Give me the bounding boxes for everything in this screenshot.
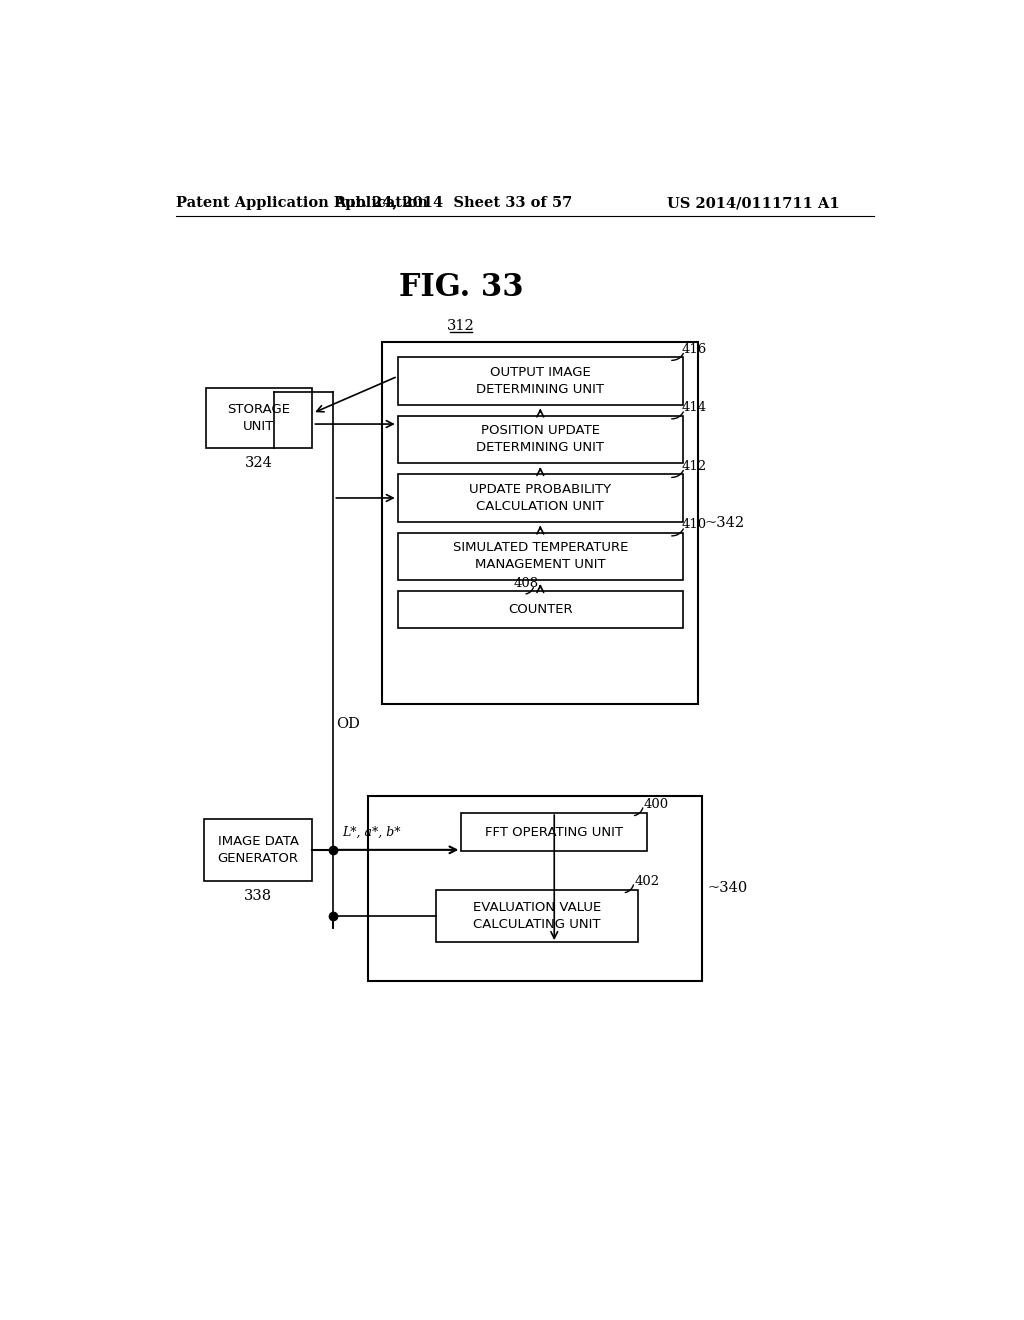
Text: Patent Application Publication: Patent Application Publication (176, 197, 428, 210)
Text: 410: 410 (681, 517, 707, 531)
Text: 400: 400 (643, 799, 669, 812)
Bar (397, 474, 683, 521)
Text: OUTPUT IMAGE
DETERMINING UNIT: OUTPUT IMAGE DETERMINING UNIT (476, 366, 604, 396)
Bar (382, 342, 698, 704)
Text: L*, a*, b*: L*, a*, b* (343, 825, 401, 838)
Bar (397, 416, 683, 463)
Text: 408: 408 (513, 577, 539, 590)
Text: 312: 312 (447, 319, 475, 333)
Text: Apr. 24, 2014  Sheet 33 of 57: Apr. 24, 2014 Sheet 33 of 57 (335, 197, 572, 210)
Text: STORAGE
UNIT: STORAGE UNIT (227, 403, 291, 433)
Bar (397, 533, 683, 581)
Text: US 2014/0111711 A1: US 2014/0111711 A1 (667, 197, 840, 210)
Text: 338: 338 (244, 890, 272, 903)
Text: IMAGE DATA
GENERATOR: IMAGE DATA GENERATOR (218, 834, 299, 865)
Text: 324: 324 (245, 457, 273, 470)
Bar (461, 813, 647, 851)
Text: 414: 414 (681, 401, 707, 414)
Text: ~340: ~340 (708, 882, 748, 895)
Bar (397, 591, 683, 628)
Text: ~342: ~342 (705, 516, 744, 529)
Text: UPDATE PROBABILITY
CALCULATION UNIT: UPDATE PROBABILITY CALCULATION UNIT (469, 483, 611, 513)
Text: 402: 402 (634, 875, 659, 888)
Bar (204, 818, 312, 880)
Text: POSITION UPDATE
DETERMINING UNIT: POSITION UPDATE DETERMINING UNIT (476, 425, 604, 454)
Text: FFT OPERATING UNIT: FFT OPERATING UNIT (485, 825, 624, 838)
Bar (206, 388, 312, 447)
Bar (436, 890, 638, 942)
Text: EVALUATION VALUE
CALCULATING UNIT: EVALUATION VALUE CALCULATING UNIT (473, 902, 601, 931)
Text: OD: OD (337, 717, 360, 731)
Text: COUNTER: COUNTER (508, 603, 572, 616)
Text: FIG. 33: FIG. 33 (399, 272, 523, 304)
Text: 412: 412 (681, 459, 707, 473)
Text: SIMULATED TEMPERATURE
MANAGEMENT UNIT: SIMULATED TEMPERATURE MANAGEMENT UNIT (453, 541, 628, 572)
Text: 416: 416 (681, 342, 707, 355)
Bar (369, 796, 701, 981)
Bar (397, 358, 683, 405)
